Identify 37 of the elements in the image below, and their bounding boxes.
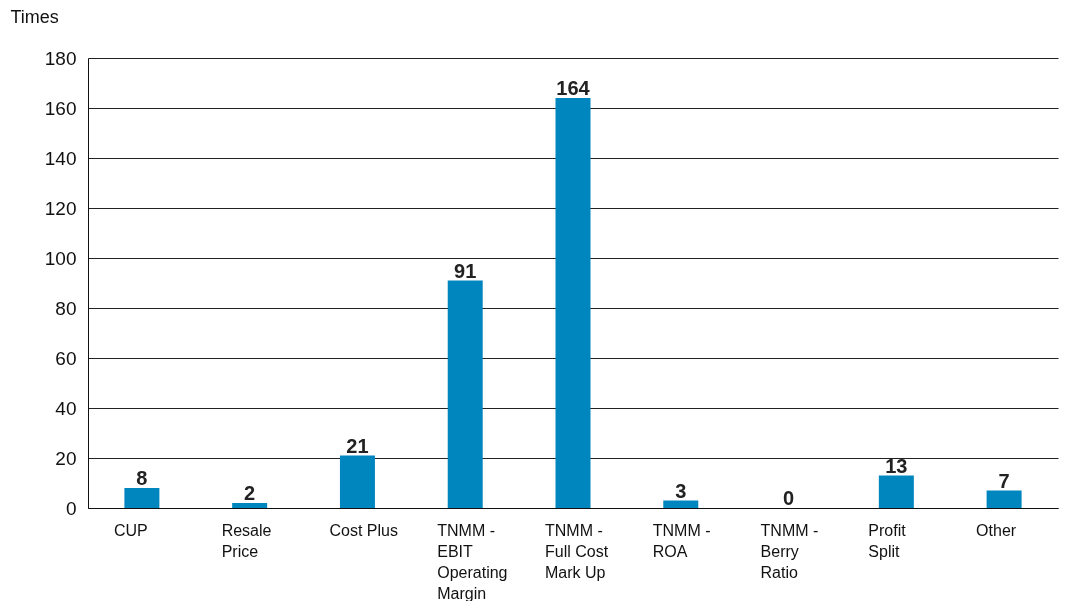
data-label: 7 [998,469,1010,492]
y-tick-label: 140 [44,147,77,169]
y-tick-label: 20 [55,447,77,469]
bar [986,490,1022,508]
bar [447,280,483,508]
y-tick-label: 80 [55,297,77,319]
data-label: 8 [136,467,148,489]
y-axis-title: Times [10,6,59,27]
bar [878,475,914,508]
y-tick-label: 180 [44,47,77,69]
data-label: 21 [346,434,369,457]
y-tick-label: 160 [44,97,77,119]
y-tick-label: 0 [65,497,77,519]
x-tick-label: TNMM - Full Cost Mark Up [545,521,609,581]
bar [124,488,160,508]
x-tick-label: TNMM - EBIT Operating Margin [437,521,508,602]
bar [232,503,268,508]
data-label: 13 [885,454,908,477]
bar [339,455,375,508]
x-tick-label: Other [976,521,1017,539]
data-label: 3 [675,479,687,502]
data-label: 2 [244,482,256,504]
data-label: 0 [782,487,795,509]
data-label: 91 [454,259,477,282]
y-tick-label: 120 [44,197,77,219]
x-tick-label: Profit Split [868,521,907,560]
y-tick-label: 40 [55,397,77,419]
y-tick-label: 100 [44,247,77,269]
bar [663,500,699,508]
x-tick-label: TNMM - Berry Ratio [760,521,819,581]
y-tick-label: 60 [55,347,77,369]
data-label: 164 [556,77,591,99]
bar [555,98,591,508]
x-tick-label: TNMM - ROA [652,521,711,560]
x-tick-label: Cost Plus [329,521,398,539]
x-tick-label: Resale Price [221,521,272,560]
x-tick-label: CUP [113,521,148,539]
